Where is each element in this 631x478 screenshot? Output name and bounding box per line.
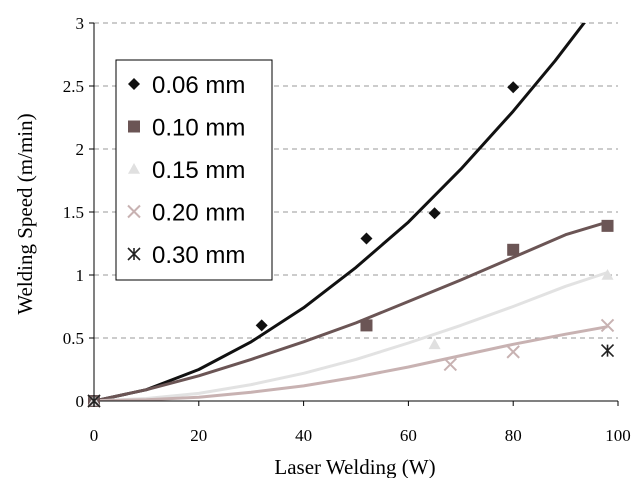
y-tick-label: 0 — [76, 392, 85, 411]
data-point — [601, 269, 614, 280]
legend-marker — [127, 247, 141, 261]
legend-label: 0.30 mm — [152, 242, 245, 269]
legend-marker — [128, 163, 140, 174]
data-point — [507, 81, 520, 94]
tick-labels: 0 0.5 1 1.5 2 2.5 3 0 20 40 60 80 100 — [63, 14, 631, 445]
y-tick-label: 1 — [76, 266, 85, 285]
data-point — [507, 243, 520, 256]
trend-line — [94, 220, 608, 401]
data-points — [87, 81, 615, 408]
legend-label: 0.06 mm — [152, 72, 245, 99]
legend-marker — [128, 78, 140, 90]
legend-marker — [128, 120, 140, 133]
legend: 0.06 mm 0.10 mm 0.15 mm 0.20 mm 0.30 mm — [115, 59, 273, 281]
data-point — [601, 219, 614, 232]
data-point — [255, 319, 268, 332]
x-tick-label: 0 — [90, 426, 99, 445]
data-point — [428, 338, 441, 350]
legend-label: 0.20 mm — [152, 200, 245, 227]
x-tick-label: 20 — [190, 426, 207, 445]
trend-line — [94, 23, 586, 401]
x-tick-label: 60 — [400, 426, 417, 445]
x-tick-label: 80 — [505, 426, 522, 445]
x-tick-label: 100 — [605, 426, 631, 445]
data-point — [443, 357, 458, 372]
trend-line — [94, 325, 608, 401]
data-point — [506, 345, 520, 359]
y-tick-label: 2 — [76, 140, 85, 159]
data-point — [600, 318, 615, 333]
data-point — [428, 207, 441, 220]
data-point — [600, 344, 615, 358]
y-tick-label: 3 — [76, 14, 85, 33]
x-axis-title: Laser Welding (W) — [274, 455, 435, 478]
legend-box — [115, 59, 273, 281]
y-tick-label: 2.5 — [63, 77, 84, 96]
y-tick-label: 1.5 — [63, 203, 84, 222]
y-tick-label: 0.5 — [63, 329, 84, 348]
legend-label: 0.10 mm — [152, 115, 245, 142]
grid-lines — [94, 22, 618, 339]
data-point — [360, 232, 373, 245]
data-point — [87, 394, 101, 408]
trend-lines — [94, 23, 608, 401]
data-point — [360, 319, 373, 332]
y-axis-title: Welding Speed (m/min) — [13, 113, 37, 314]
legend-label: 0.15 mm — [152, 157, 245, 184]
legend-marker — [127, 204, 141, 219]
x-tick-label: 40 — [295, 426, 312, 445]
trend-line — [94, 271, 608, 401]
